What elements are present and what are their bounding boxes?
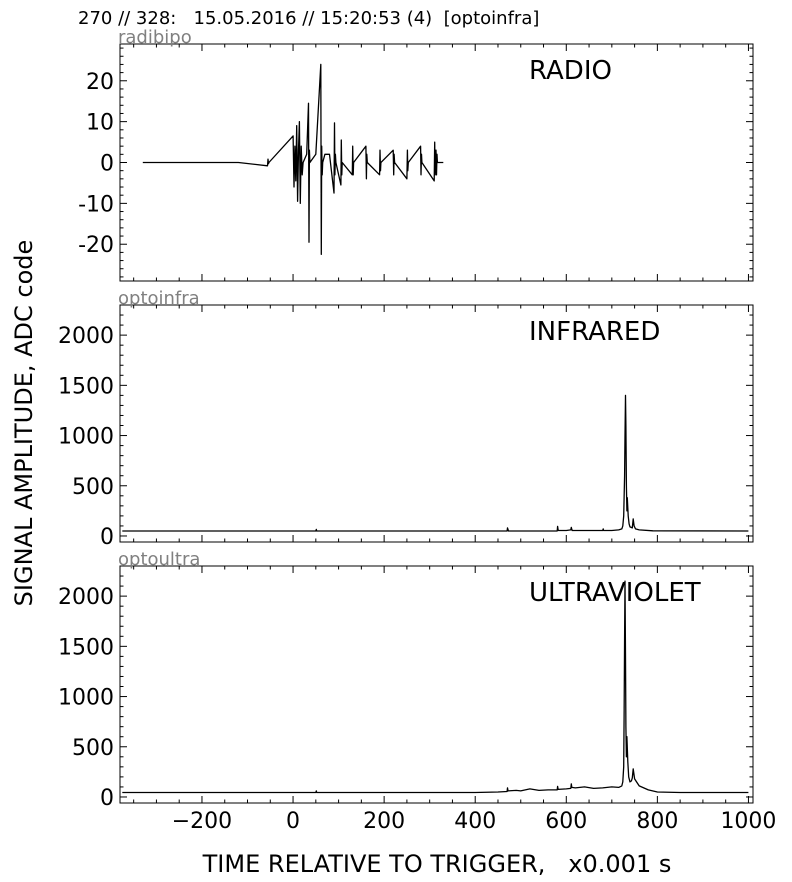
- ultraviolet-ticks: −200 0 200 400 600 800 1000 0 500 1000 1500 2000: [58, 565, 776, 834]
- radio-ticks: -20 -10 0 10 20: [78, 44, 753, 281]
- infrared-signal-line: [122, 394, 749, 532]
- infrared-y-tick-label: 1500: [58, 374, 114, 399]
- ultraviolet-channel-label: optoultra: [118, 549, 200, 570]
- x-axis-label: TIME RELATIVE TO TRIGGER, x0.001 s: [202, 850, 672, 878]
- infrared-panel-title: INFRARED: [529, 317, 660, 347]
- ultraviolet-y-tick-label: 0: [100, 786, 114, 811]
- panel-infrared: 0 500 1000 1500 2000 optoinfra INFRARED: [58, 288, 754, 550]
- infrared-axes-frame: [119, 304, 754, 543]
- panel-radio: -20 -10 0 10 20 radibipo RADIO: [78, 27, 754, 282]
- infrared-y-tick-label: 0: [100, 525, 114, 550]
- panel-ultraviolet: −200 0 200 400 600 800 1000 0 500 1000 1500 2000 op…: [58, 549, 776, 834]
- ultraviolet-signal-line: [122, 580, 749, 794]
- ultraviolet-y-tick-label: 2000: [58, 585, 114, 610]
- infrared-ticks: 0 500 1000 1500 2000: [58, 304, 753, 550]
- y-axis-label: SIGNAL AMPLITUDE, ADC code: [10, 239, 38, 607]
- ultraviolet-y-tick-label: 1000: [58, 686, 114, 711]
- ultraviolet-axes-frame: [119, 565, 754, 804]
- infrared-y-tick-label: 500: [72, 475, 114, 500]
- figure-suptitle: 270 // 328: 15.05.2016 // 15:20:53 (4) […: [78, 8, 540, 29]
- radio-plot: [142, 63, 444, 256]
- infrared-y-tick-label: 1000: [58, 425, 114, 450]
- ultraviolet-panel-title: ULTRAVIOLET: [529, 578, 701, 608]
- radio-y-tick-label: 0: [100, 152, 114, 177]
- infrared-plot: [122, 394, 749, 532]
- ultraviolet-plot: [122, 580, 749, 794]
- radio-y-tick-label: -20: [78, 233, 114, 258]
- infrared-y-tick-label: 2000: [58, 324, 114, 349]
- ultraviolet-x-tick-label: 1000: [720, 809, 776, 834]
- ultraviolet-x-tick-label: −200: [172, 809, 232, 834]
- ultraviolet-x-tick-label: 0: [286, 809, 300, 834]
- ultraviolet-y-tick-label: 500: [72, 736, 114, 761]
- radio-panel-title: RADIO: [529, 56, 612, 86]
- infrared-channel-label: optoinfra: [118, 288, 200, 309]
- radio-y-tick-label: -10: [78, 192, 114, 217]
- ultraviolet-x-tick-label: 800: [636, 809, 678, 834]
- radio-channel-label: radibipo: [118, 27, 192, 48]
- radio-signal-line: [142, 63, 444, 256]
- ultraviolet-x-tick-label: 400: [454, 809, 496, 834]
- radio-y-tick-label: 10: [86, 111, 114, 136]
- ultraviolet-x-tick-label: 200: [363, 809, 405, 834]
- ultraviolet-x-tick-label: 600: [545, 809, 587, 834]
- ultraviolet-y-tick-label: 1500: [58, 635, 114, 660]
- radio-y-tick-label: 20: [86, 70, 114, 95]
